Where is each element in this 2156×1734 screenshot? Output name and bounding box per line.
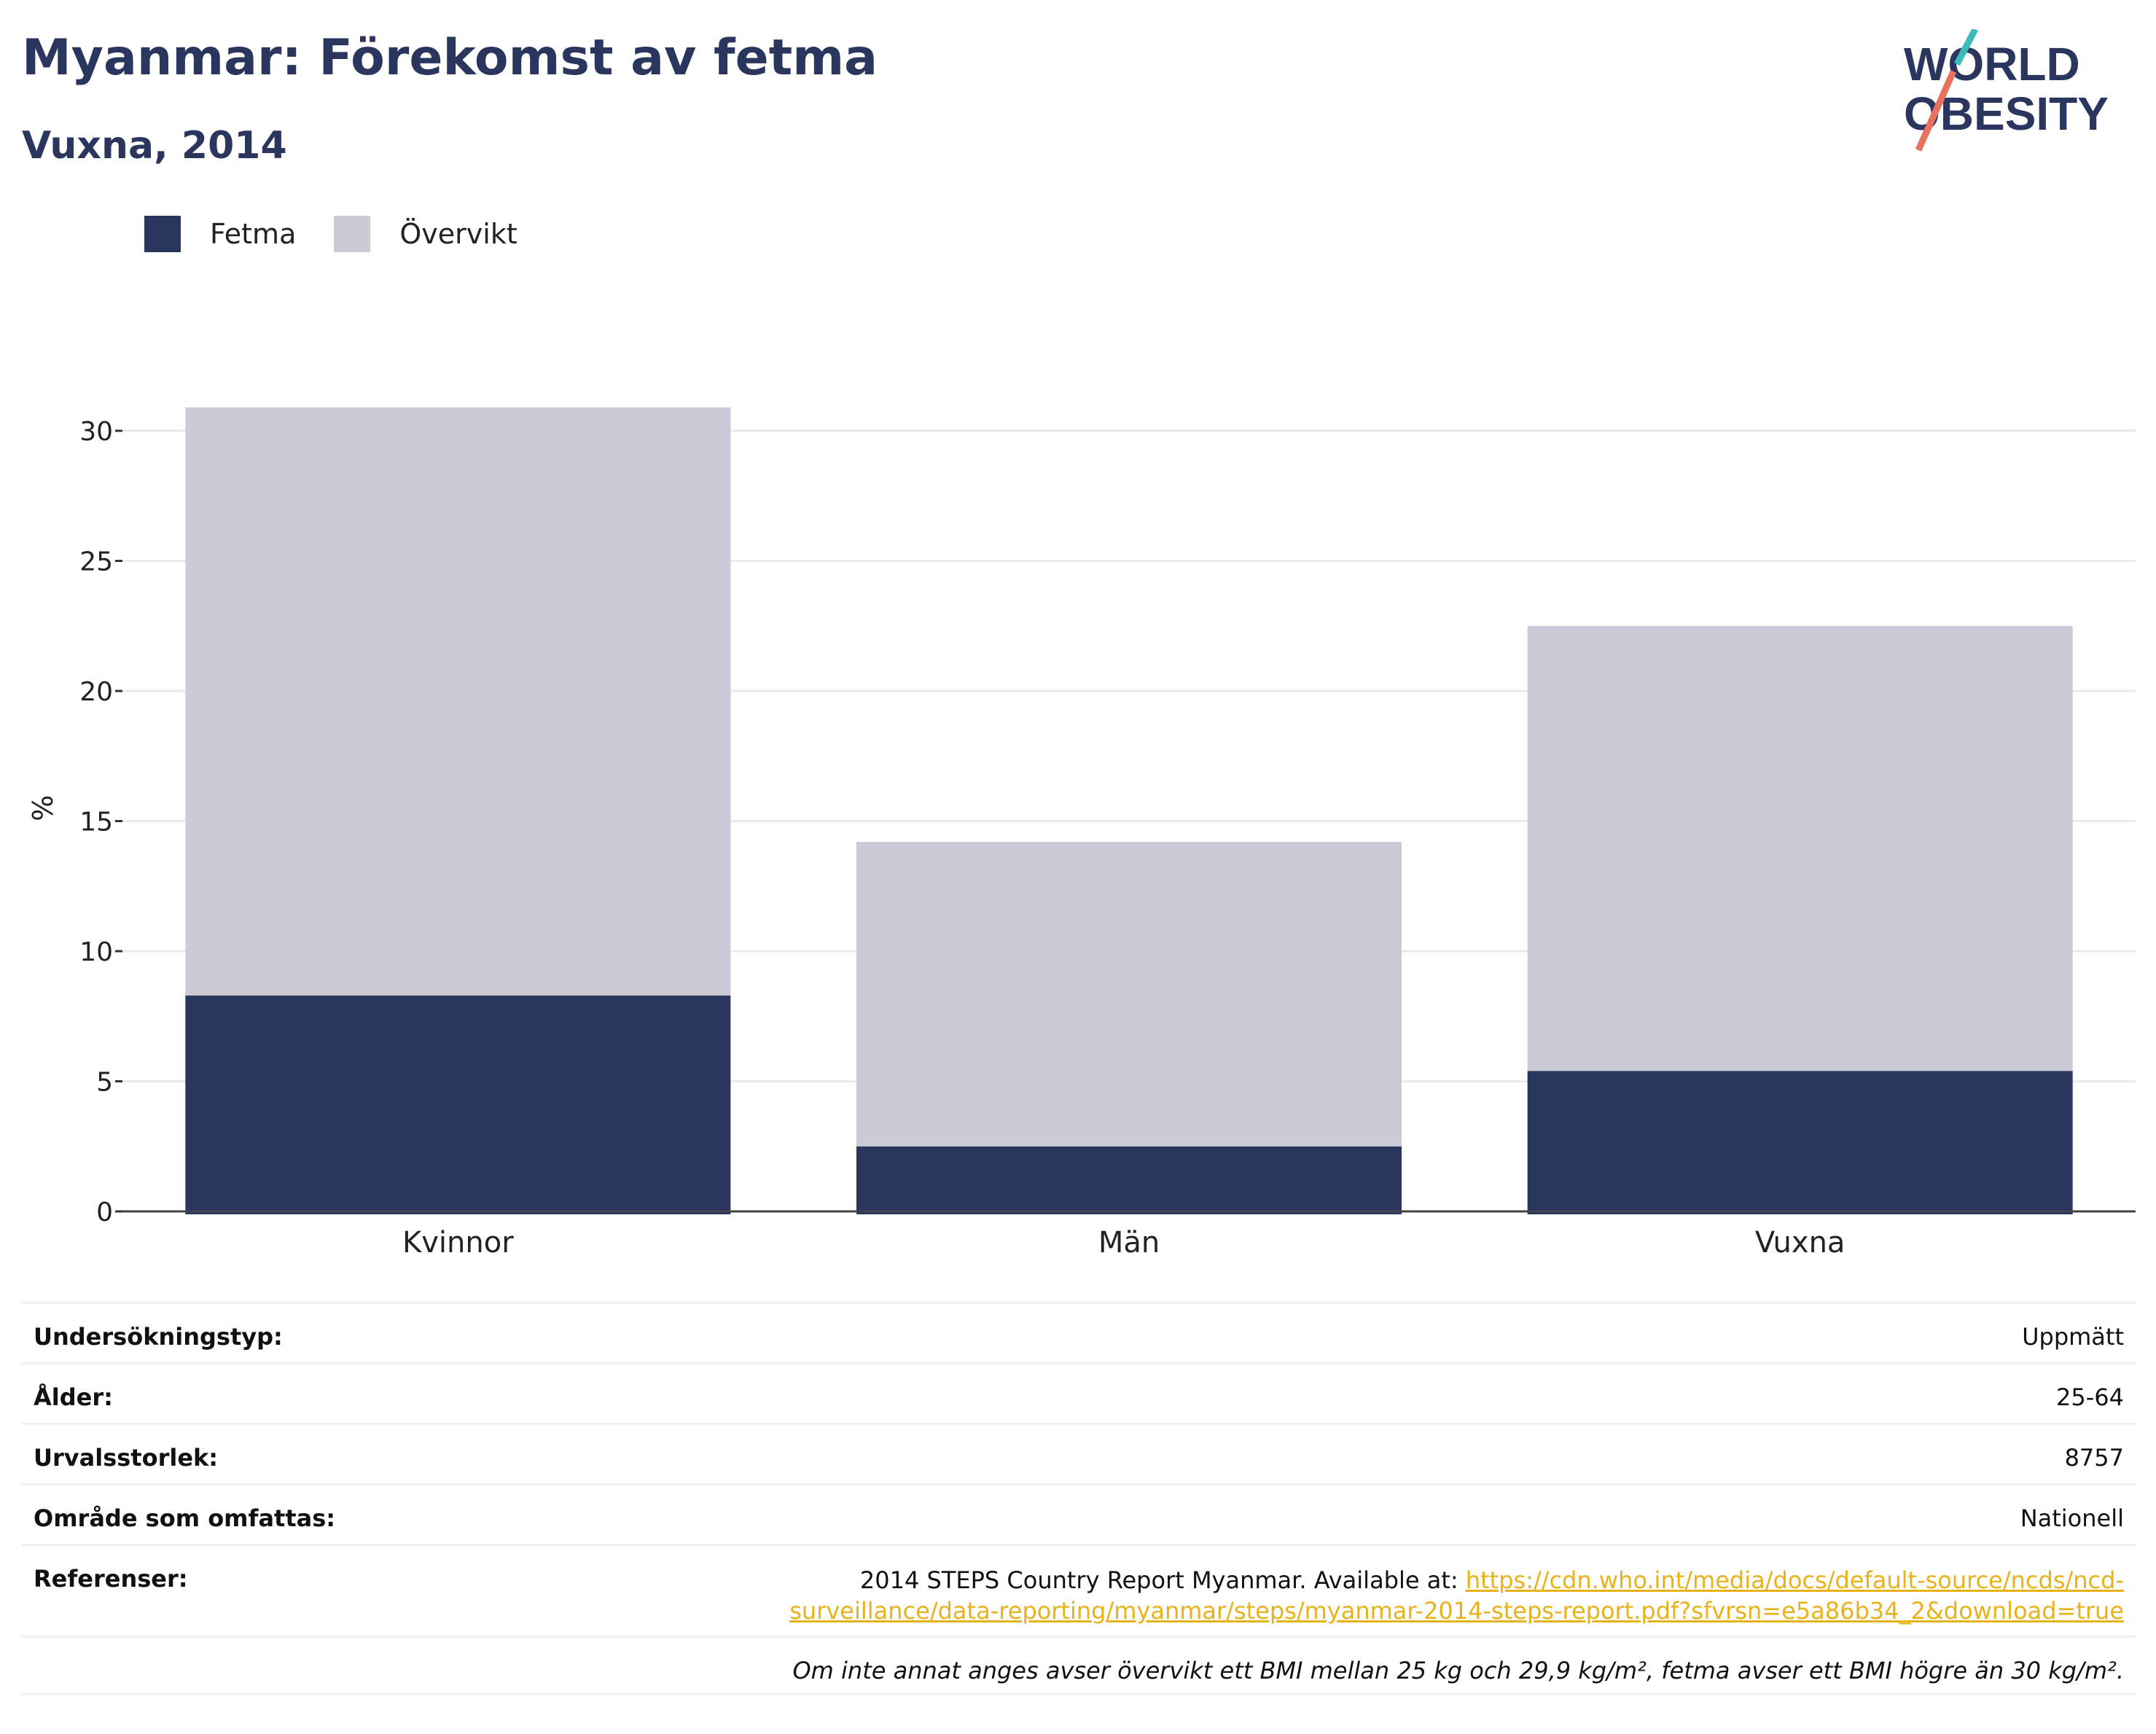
legend-item-fetma[interactable]: Fetma	[144, 216, 296, 252]
bar-fetma-vuxna	[1527, 1071, 2073, 1214]
y-tick-label: 10	[79, 937, 113, 967]
x-tick-label: Kvinnor	[402, 1226, 514, 1260]
bar-vervikt-mn	[856, 842, 1402, 1147]
info-value: Nationell	[2020, 1504, 2124, 1532]
info-key: Undersökningstyp:	[34, 1323, 283, 1351]
reference-text: 2014 STEPS Country Report Myanmar. Avail…	[859, 1566, 1466, 1594]
y-tick-label: 5	[96, 1068, 113, 1098]
y-tick-label: 0	[96, 1198, 113, 1227]
chart-legend: Fetma Övervikt	[144, 216, 555, 252]
y-tick-label: 30	[79, 417, 113, 447]
legend-label-fetma: Fetma	[210, 218, 297, 250]
logo-line1: WORLD	[1904, 38, 2080, 90]
reference-text-block: 2014 STEPS Country Report Myanmar. Avail…	[666, 1565, 2124, 1626]
world-obesity-logo: WORLD OBESITY	[1904, 29, 2109, 152]
page-subtitle: Vuxna, 2014	[22, 124, 287, 168]
info-key: Urvalsstorlek:	[34, 1444, 219, 1472]
legend-item-overvikt[interactable]: Övervikt	[334, 216, 517, 252]
bar-chart: 0 5 10 15 20 25 30% Kvinnor Män Vuxna	[27, 407, 2136, 1260]
legend-swatch-overvikt	[334, 216, 371, 252]
bar-fetma-kvinnor	[185, 995, 731, 1214]
page-title: Myanmar: Förekomst av fetma	[22, 29, 878, 87]
legend-swatch-fetma	[144, 216, 181, 252]
y-tick-label: 25	[79, 547, 113, 577]
y-axis-label: %	[27, 795, 59, 821]
info-row-sample-size: Urvalsstorlek: 8757	[22, 1423, 2136, 1483]
x-tick-label: Män	[1098, 1226, 1160, 1260]
x-tick-label: Vuxna	[1755, 1226, 1846, 1260]
info-key: Område som omfattas:	[34, 1504, 336, 1532]
info-value: 8757	[2064, 1444, 2124, 1472]
info-row-references: Referenser: 2014 STEPS Country Report My…	[22, 1544, 2136, 1636]
bar-fetma-mn	[856, 1146, 1402, 1214]
info-row-coverage: Område som omfattas: Nationell	[22, 1483, 2136, 1544]
bar-vervikt-vuxna	[1527, 625, 2073, 1071]
bar-vervikt-kvinnor	[185, 407, 731, 996]
info-row-survey-type: Undersökningstyp: Uppmätt	[22, 1302, 2136, 1362]
info-row-age: Ålder: 25-64	[22, 1362, 2136, 1423]
bmi-definition-note: Om inte annat anges avser övervikt ett B…	[792, 1657, 2124, 1684]
info-key: Ålder:	[34, 1383, 113, 1411]
survey-info-table: Undersökningstyp: Uppmätt Ålder: 25-64 U…	[22, 1302, 2136, 1695]
y-tick-label: 15	[79, 808, 113, 837]
reference-link[interactable]: https://cdn.who.int/media/docs/default-s…	[789, 1566, 2124, 1625]
y-tick-label: 20	[79, 677, 113, 707]
info-key: Referenser:	[34, 1565, 188, 1593]
legend-label-overvikt: Övervikt	[399, 218, 517, 250]
info-row-note: Om inte annat anges avser övervikt ett B…	[22, 1636, 2136, 1695]
info-value: Uppmätt	[2022, 1323, 2124, 1351]
info-value: 25-64	[2056, 1383, 2124, 1411]
